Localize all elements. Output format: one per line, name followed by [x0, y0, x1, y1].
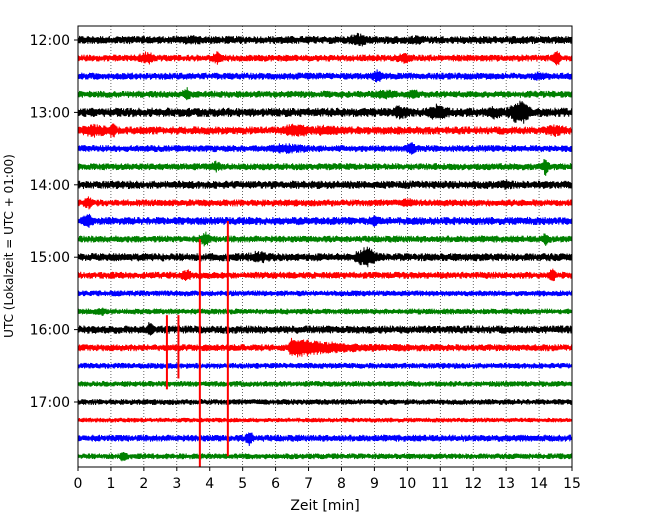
- trace-row-1445: [77, 231, 573, 247]
- x-tick-label: 5: [238, 476, 247, 492]
- y-tick-label: 12:00: [30, 33, 70, 49]
- trace-row-1600: [77, 322, 573, 336]
- y-tick-label: 14:00: [30, 178, 70, 194]
- trace-row-1545: [77, 307, 573, 316]
- trace-row-1200: [77, 32, 573, 47]
- x-tick-label: 10: [398, 476, 416, 492]
- trace-row-1645: [77, 380, 573, 387]
- plot-frame: [77, 25, 573, 468]
- y-tick-label: 15:00: [30, 250, 70, 266]
- trace-layer: [77, 32, 573, 467]
- x-axis-label: Zeit [min]: [290, 498, 359, 514]
- trace-row-1430: [77, 213, 573, 228]
- trace-row-1345: [77, 158, 573, 176]
- trace-row-1230: [77, 69, 573, 83]
- trace-row-1245: [77, 87, 573, 101]
- trace-row-1715: [77, 417, 573, 424]
- x-tick-label: 9: [370, 476, 379, 492]
- trace-row-1630: [77, 362, 573, 369]
- x-tick-label: 1: [106, 476, 115, 492]
- y-tick-label: 17:00: [30, 395, 70, 411]
- trace-row-1745: [77, 451, 573, 462]
- trace-row-1300: [77, 100, 573, 124]
- x-tick-label: 14: [530, 476, 548, 492]
- x-tick-label: 13: [497, 476, 515, 492]
- y-tick-label: 13:00: [30, 105, 70, 121]
- trace-row-1415: [77, 196, 573, 210]
- trace-row-1530: [77, 290, 573, 297]
- x-tick-label: 0: [74, 476, 83, 492]
- trace-row-1730: [77, 432, 573, 447]
- x-tick-label: 11: [431, 476, 449, 492]
- trace-row-1615: [77, 337, 573, 358]
- trace-row-1400: [77, 179, 573, 190]
- y-axis-ticks: 12:00 13:00 14:00 15:00 16:00 17:00: [30, 33, 78, 411]
- x-tick-label: 15: [563, 476, 581, 492]
- x-tick-label: 7: [304, 476, 313, 492]
- x-tick-label: 2: [139, 476, 148, 492]
- trace-row-1515: [77, 268, 573, 282]
- y-tick-label: 16:00: [30, 323, 70, 339]
- x-tick-label: 12: [464, 476, 482, 492]
- x-tick-label: 3: [172, 476, 181, 492]
- x-axis-ticks: 0 1 2 3 4 5 6 7 8 9 10 11 12 13 14 15: [74, 467, 581, 492]
- trace-row-1215: [77, 50, 573, 66]
- y-axis-label: UTC (Lokalzeit = UTC + 01:00): [2, 154, 16, 338]
- trace-row-1315: [77, 123, 573, 138]
- x-tick-label: 4: [205, 476, 214, 492]
- x-tick-label: 8: [337, 476, 346, 492]
- trace-row-1330: [77, 142, 573, 155]
- trace-row-1500: [77, 246, 573, 268]
- x-tick-label: 6: [271, 476, 280, 492]
- trace-row-1700: [77, 399, 573, 405]
